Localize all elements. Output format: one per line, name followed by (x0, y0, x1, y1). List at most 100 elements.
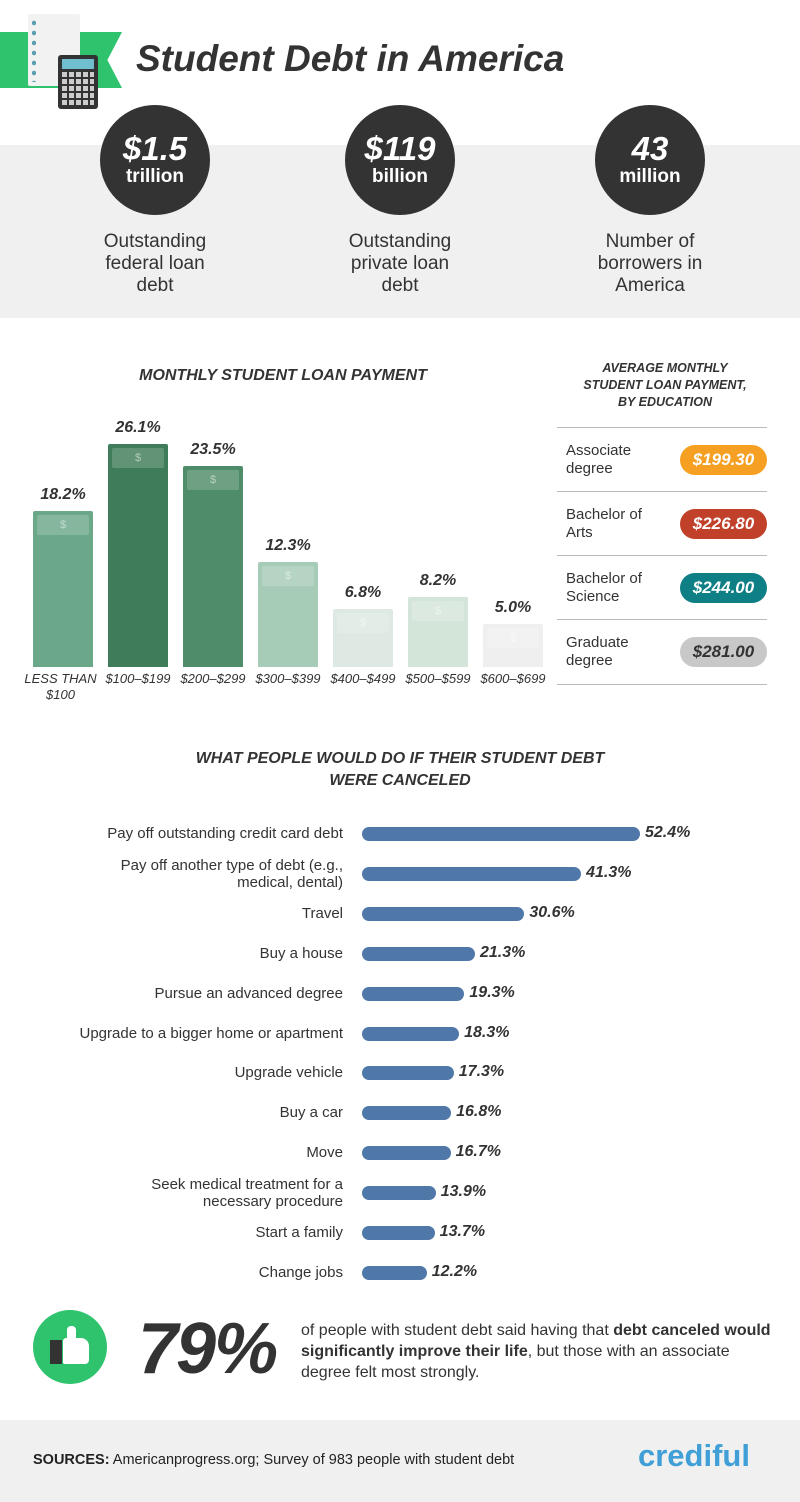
stat-value: $119 (364, 130, 436, 167)
education-table-title: AVERAGE MONTHLY STUDENT LOAN PAYMENT, BY… (583, 361, 747, 409)
bar-0 (362, 827, 640, 841)
bar-1 (362, 866, 582, 881)
row-label: Buy a house (259, 944, 343, 962)
stat-borrowers: 43 million Number of borrowers in America (540, 105, 760, 297)
category-label: $300–$399 (253, 671, 323, 687)
data-label: 23.5% (190, 441, 236, 459)
bar-10 (362, 1226, 435, 1240)
row-label: Pay off another type of debt (e.g., medi… (120, 856, 343, 891)
bar-9 (362, 1186, 436, 1201)
category-label-text: $400–$499 (330, 671, 396, 686)
bar-5: $ (408, 596, 468, 667)
category-label-text: $200–$299 (180, 671, 246, 686)
bar-1: $ (108, 444, 168, 667)
category-label-text: $500–$599 (405, 671, 471, 686)
data-label: 16.8% (456, 1103, 502, 1121)
calculator-icon (58, 55, 98, 109)
stat-circle: 43 million (595, 105, 705, 215)
dollar-bill-icon: $ (412, 600, 464, 621)
data-label: 16.7% (455, 1143, 501, 1161)
row-label: Pay off outstanding credit card debt (107, 825, 343, 842)
row-label: Seek medical treatment for a necessary p… (151, 1176, 343, 1211)
education-label: Bachelor of Arts (566, 505, 642, 541)
thumbs-up-icon (33, 1310, 107, 1384)
bar-6: $ (483, 624, 543, 667)
data-label: 5.0% (494, 599, 532, 617)
category-label-text: $300–$399 (255, 671, 321, 686)
category-label-text: $600–$699 (480, 671, 546, 686)
dollar-bill-icon: $ (487, 628, 539, 649)
sources: SOURCES: Americanprogress.org; Survey of… (33, 1452, 514, 1468)
stat-private: $119 billion Outstanding private loan deb… (290, 105, 510, 297)
data-label: 30.6% (529, 903, 575, 921)
cancel-chart-title: WHAT PEOPLE WOULD DO IF THEIR STUDENT DE… (195, 750, 605, 789)
education-label: Bachelor of Science (566, 569, 642, 605)
stat-description: Outstanding private loan debt (348, 231, 452, 296)
payment-badge: $199.30 (680, 444, 767, 475)
stat-value: $1.5 (122, 130, 188, 167)
stat-federal: $1.5 trillion Outstanding federal loan de… (45, 105, 265, 297)
row-label: Upgrade to a bigger home or apartment (79, 1024, 344, 1042)
payment-badge: $244.00 (680, 572, 767, 603)
category-label: $100–$199 (103, 671, 173, 687)
category-label: $200–$299 (178, 671, 248, 687)
bar-4: $ (333, 608, 393, 667)
bar-8 (362, 1146, 451, 1161)
footer (0, 1420, 800, 1502)
data-label: 41.3% (586, 863, 632, 881)
payment-chart-title: MONTHLY STUDENT LOAN PAYMENT (139, 367, 427, 384)
bar-6 (362, 1066, 454, 1081)
category-label-text: $100–$199 (105, 671, 171, 686)
data-label: 17.3% (458, 1063, 505, 1081)
table-row: Bachelor of Science $244.00 (557, 555, 767, 619)
table-row: Associate degree $199.30 (557, 427, 767, 491)
stat-value: 43 (631, 130, 669, 167)
data-label: 12.2% (431, 1262, 478, 1280)
bar-11 (362, 1265, 427, 1280)
callout-value: 79% (138, 1309, 278, 1389)
bar-3 (362, 946, 475, 961)
callout-text-post: , but those with an associate degree fel… (301, 1343, 730, 1381)
stat-unit: million (619, 166, 681, 187)
row-label: Change jobs (258, 1263, 343, 1281)
stat-circle: $1.5 trillion (100, 105, 210, 215)
data-label: 19.3% (469, 983, 515, 1001)
row-label: Travel (301, 904, 343, 922)
row-label: Buy a car (279, 1104, 343, 1122)
row-label: Move (306, 1144, 343, 1162)
stat-description: Number of borrowers in America (597, 231, 703, 296)
bar-2 (362, 906, 525, 921)
crediful-logo: crediful (638, 1438, 750, 1473)
category-label: LESS THAN $100 (24, 671, 97, 702)
sources-label: SOURCES: (33, 1452, 110, 1468)
row-label: Upgrade vehicle (234, 1064, 343, 1082)
sources-text: Americanprogress.org; Survey of 983 peop… (109, 1452, 515, 1468)
stat-description: Outstanding federal loan debt (103, 231, 207, 296)
table-row: Graduate degree $281.00 (557, 619, 767, 683)
payment-badge: $226.80 (680, 508, 767, 539)
data-label: 18.3% (464, 1023, 510, 1041)
stat-unit: trillion (125, 166, 185, 187)
payment-badge: $281.00 (680, 636, 767, 667)
bar-0: $ (33, 511, 93, 667)
category-label: $600–$699 (478, 671, 548, 687)
dollar-bill-icon: $ (37, 515, 89, 536)
page-title: Student Debt in America (136, 38, 565, 79)
bar-5 (362, 1026, 460, 1041)
dollar-bill-icon: $ (112, 448, 164, 468)
stat-unit: billion (372, 166, 428, 187)
callout-text-bold: debt canceled would significantly improv… (301, 1322, 771, 1360)
data-label: 6.8% (344, 583, 382, 601)
education-label: Graduate degree (566, 633, 629, 669)
bar-2: $ (183, 466, 243, 667)
data-label: 13.9% (440, 1183, 487, 1201)
table-row: Bachelor of Arts $226.80 (557, 491, 767, 555)
data-label: 21.3% (480, 943, 526, 961)
education-label: Associate degree (566, 441, 632, 477)
table-bottom-divider (557, 684, 767, 685)
dollar-bill-icon: $ (187, 470, 239, 491)
category-label: $500–$599 (403, 671, 473, 687)
data-label: 12.3% (265, 536, 311, 554)
row-label: Pursue an advanced degree (154, 984, 343, 1002)
data-label: 13.7% (439, 1223, 486, 1240)
